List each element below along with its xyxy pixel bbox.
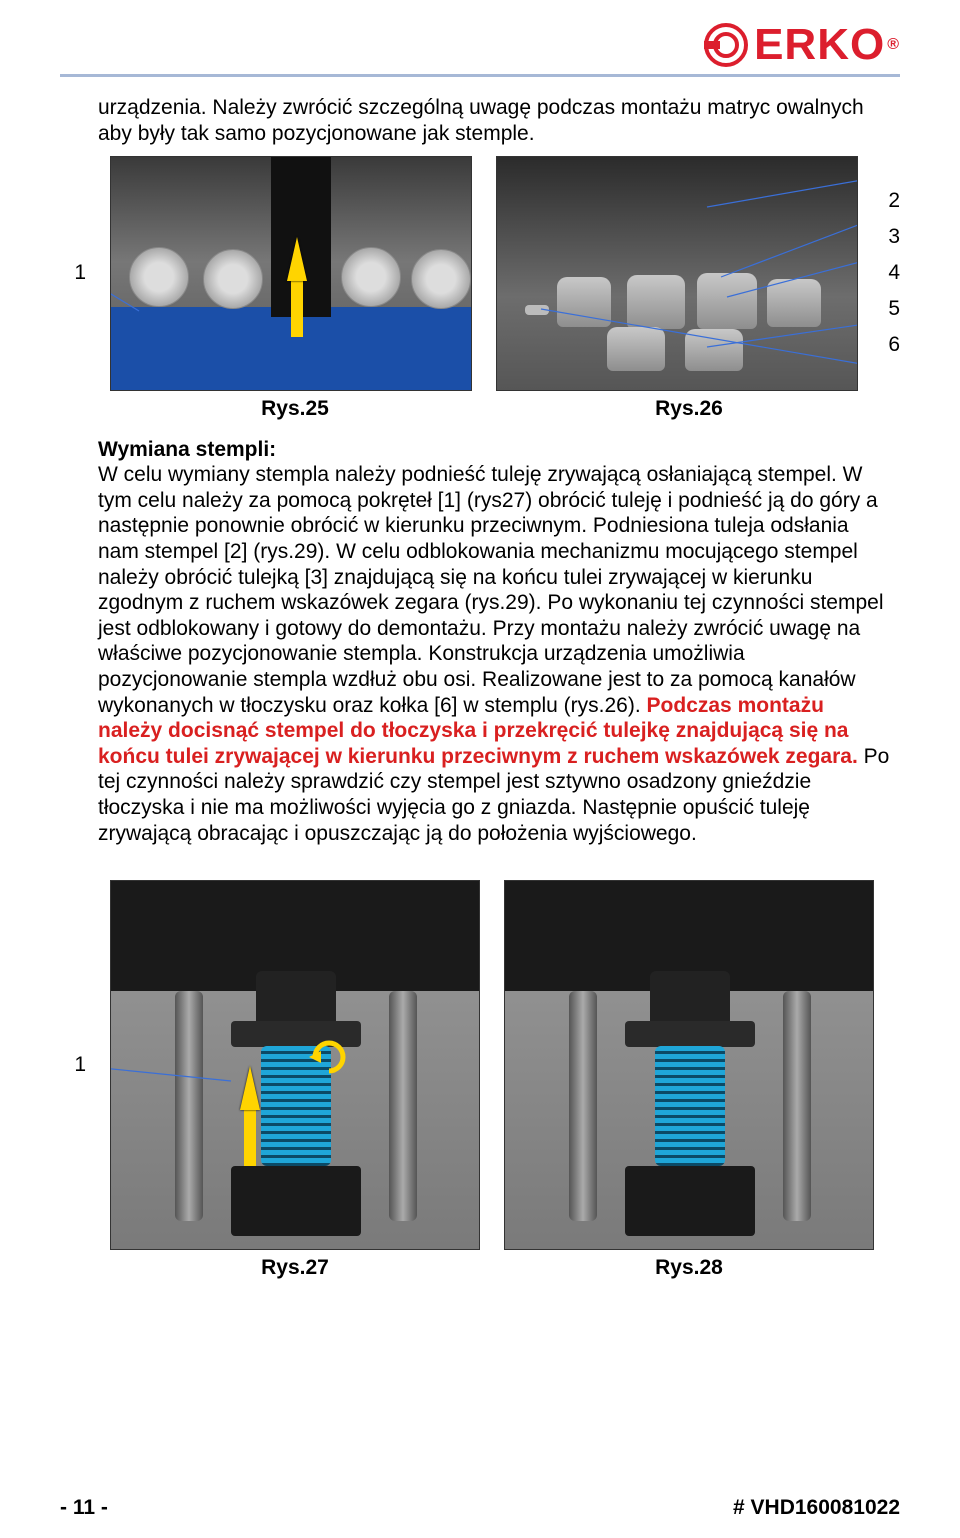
footer: - 11 - # VHD160081022 bbox=[60, 1496, 900, 1520]
callout-3: 3 bbox=[888, 225, 900, 249]
doc-number: # VHD160081022 bbox=[733, 1496, 900, 1520]
header-rule bbox=[60, 74, 900, 77]
caption-rys28: Rys.28 bbox=[504, 1256, 874, 1280]
rotate-arrow-icon bbox=[309, 1037, 349, 1077]
para-black-a: W celu wymiany stempla należy podnieść t… bbox=[98, 463, 884, 716]
callout-lines-26 bbox=[497, 157, 858, 391]
caption-rys27: Rys.27 bbox=[110, 1256, 480, 1280]
figure-row-25-26: 1 bbox=[60, 156, 900, 391]
callouts-right: 2 3 4 5 6 bbox=[888, 189, 900, 357]
logo-icon bbox=[704, 23, 748, 67]
figure-28 bbox=[504, 880, 874, 1250]
callout-line-1b bbox=[110, 881, 183, 1250]
callout-left-wrap-2: 1 bbox=[60, 1053, 86, 1077]
intro-paragraph: urządzenia. Należy zwrócić szczególną uw… bbox=[60, 95, 900, 148]
figure-row-27-28: 1 bbox=[60, 880, 900, 1250]
figure-27 bbox=[110, 880, 480, 1250]
section-heading: Wymiana stempli: bbox=[98, 437, 892, 463]
erko-logo: ERKO® bbox=[704, 20, 900, 70]
page-number: - 11 - bbox=[60, 1496, 108, 1520]
callout-4: 4 bbox=[888, 261, 900, 285]
figure-captions-27-28: Rys.27 Rys.28 bbox=[60, 1256, 900, 1280]
body-text: Wymiana stempli: W celu wymiany stempla … bbox=[60, 437, 900, 847]
header: ERKO® bbox=[60, 20, 900, 74]
callout-1: 1 bbox=[60, 261, 86, 285]
figure-captions-25-26: Rys.25 Rys.26 bbox=[60, 397, 900, 421]
callout-5: 5 bbox=[888, 297, 900, 321]
callout-left-wrap: 1 bbox=[60, 261, 86, 285]
logo-registered: ® bbox=[887, 36, 900, 54]
figure-25 bbox=[110, 156, 472, 391]
callout-line-1 bbox=[110, 157, 143, 391]
logo-text: ERKO bbox=[754, 20, 885, 70]
caption-rys25: Rys.25 bbox=[110, 397, 480, 421]
callout-1b: 1 bbox=[60, 1053, 86, 1077]
callout-2: 2 bbox=[888, 189, 900, 213]
callout-6: 6 bbox=[888, 333, 900, 357]
caption-rys26: Rys.26 bbox=[504, 397, 874, 421]
figure-26 bbox=[496, 156, 858, 391]
